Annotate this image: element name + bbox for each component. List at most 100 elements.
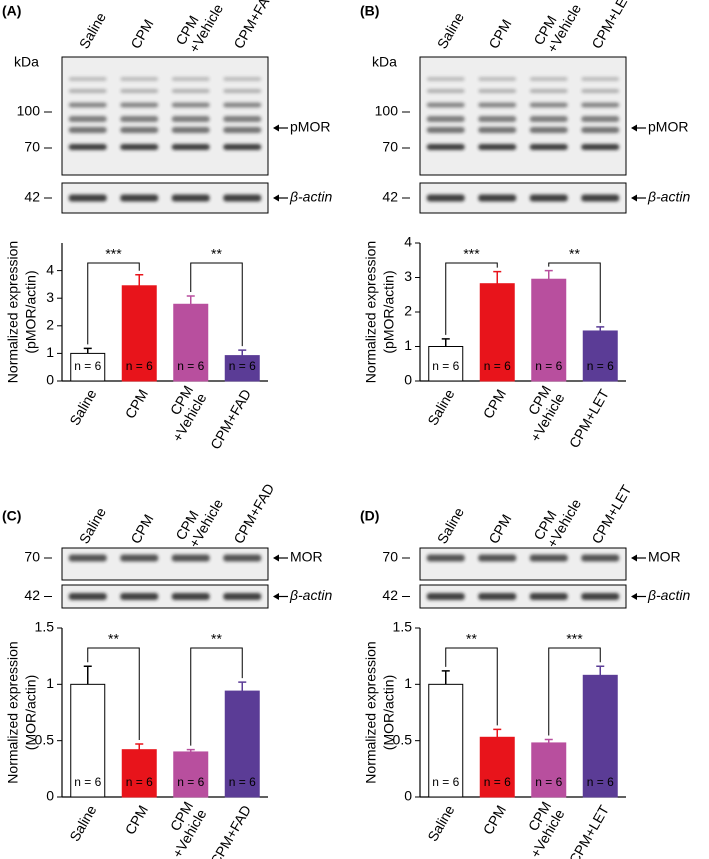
loading-label: β-actin: [647, 587, 690, 603]
arrow-head: [273, 554, 279, 562]
blot-band: [581, 593, 620, 600]
marker-label: 42: [24, 587, 40, 603]
blot-band: [426, 89, 465, 93]
blot-band: [478, 144, 517, 150]
kda-label: kDa: [372, 54, 397, 70]
x-tick-label: CPM+FAD: [207, 386, 254, 452]
y-tick-label: 1: [46, 344, 54, 360]
blot-band: [68, 102, 107, 108]
blot-band: [120, 144, 159, 150]
arrow-head: [631, 593, 637, 600]
blot-band: [171, 144, 210, 150]
n-label: n = 6: [74, 359, 101, 373]
blot-band: [171, 77, 210, 81]
error-bar: [493, 270, 502, 284]
blot-band: [478, 194, 517, 202]
blot-band: [68, 554, 107, 562]
y-axis-label: Normalized expression: [363, 641, 379, 783]
lane-label: Saline: [434, 504, 467, 546]
blot-band: [68, 194, 107, 202]
lane-label: CPM+FAD: [230, 0, 277, 51]
blot-band: [426, 116, 465, 122]
y-tick-label: 3: [404, 268, 412, 284]
n-label: n = 6: [587, 359, 614, 373]
error-bar: [83, 665, 92, 685]
bar: [428, 346, 464, 382]
n-label: n = 6: [177, 775, 204, 789]
arrow-head: [273, 124, 279, 132]
blot-band: [478, 116, 517, 122]
n-label: n = 6: [126, 775, 153, 789]
y-tick-label: 4: [404, 234, 412, 250]
lane-label: CPM+LET: [588, 0, 635, 51]
significance-label: **: [211, 246, 222, 262]
marker-label: 70: [382, 549, 398, 565]
blot-band: [120, 116, 159, 122]
marker-label: 100: [17, 103, 41, 119]
panel: (B) Saline CPM CPM+Vehicle CPM+LETkDa10070pM…: [360, 0, 690, 451]
lane-label: CPM+Vehicle: [530, 488, 584, 550]
blot-band: [478, 593, 517, 600]
blot-band: [223, 554, 262, 562]
blot-band: [426, 554, 465, 562]
blot-band: [529, 144, 568, 150]
x-tick-label: CPM+Vehicle: [513, 798, 567, 859]
panel-label: (C): [2, 508, 21, 524]
blot-band: [529, 116, 568, 122]
kda-label: kDa: [14, 54, 39, 70]
bar: [224, 355, 260, 382]
significance-bracket: [87, 262, 140, 345]
blot-band: [529, 593, 568, 600]
x-tick-label: CPM: [122, 386, 151, 421]
error-bar: [186, 295, 195, 305]
blot-band: [426, 144, 465, 150]
x-tick-label: Saline: [66, 802, 99, 844]
y-tick-label: 1.5: [35, 619, 55, 635]
blot-band: [223, 89, 262, 93]
lane-label: CPM+Vehicle: [172, 0, 226, 55]
y-tick-label: 2: [46, 317, 54, 333]
arrow-head: [631, 124, 637, 132]
significance-label: **: [569, 246, 580, 262]
blot-band: [581, 554, 620, 562]
n-label: n = 6: [484, 359, 511, 373]
blot-band: [68, 127, 107, 133]
y-tick-label: 0.5: [393, 731, 413, 747]
bar: [582, 674, 618, 798]
significance-label: ***: [105, 246, 122, 262]
blot-band: [68, 77, 107, 81]
error-bar: [596, 326, 605, 331]
blot-band: [581, 102, 620, 108]
error-bar: [596, 665, 605, 676]
bar: [428, 683, 464, 798]
lane-label: CPM: [127, 16, 156, 51]
y-tick-label: 0: [404, 788, 412, 804]
error-bar: [441, 670, 450, 685]
error-bar: [238, 349, 247, 356]
blot-band: [529, 554, 568, 562]
y-tick-label: 3: [46, 289, 54, 305]
marker-label: 70: [24, 549, 40, 565]
n-label: n = 6: [535, 775, 562, 789]
blot-band: [478, 127, 517, 133]
marker-label: 70: [382, 139, 398, 155]
blot-image: [61, 584, 269, 609]
x-tick-label: CPM+LET: [566, 386, 613, 451]
y-tick-label: 1: [404, 675, 412, 691]
loading-label: β-actin: [647, 189, 690, 205]
bar: [70, 683, 106, 798]
significance-label: **: [108, 631, 119, 647]
blot-band: [171, 554, 210, 562]
panel: (A) Saline CPM CPM+Vehicle CPM+FADkDa10070pM…: [2, 0, 332, 452]
y-tick-label: 1.5: [393, 619, 413, 635]
n-label: n = 6: [587, 775, 614, 789]
blot-band: [223, 127, 262, 133]
bar: [531, 278, 567, 382]
y-tick-label: 0.5: [35, 731, 55, 747]
blot-band: [478, 77, 517, 81]
y-axis-label: (MOR/actin): [23, 675, 39, 750]
x-tick-label: CPM: [480, 802, 509, 837]
error-bar: [83, 347, 92, 354]
panel-label: (D): [360, 508, 379, 524]
